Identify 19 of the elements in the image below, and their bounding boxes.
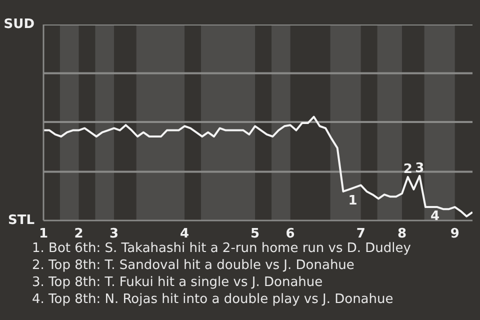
x-tick-label: 4 [180,226,190,242]
annotation: 1 [348,193,358,208]
text: STL [8,213,34,228]
x-tick-label: 1 [38,226,48,242]
annotation: 4 [430,209,440,224]
annotation: 2 [403,162,412,177]
text: 1. Bot 6th: S. Takahashi hit a 2-run home run vs D. Dudley [32,240,411,257]
x-tick-label: 5 [250,226,260,242]
x-tick-label: 7 [356,226,366,242]
x-tick-label: 8 [397,226,407,242]
x-tick-label: 2 [74,226,84,242]
text: 4. Top 8th: N. Rojas hit into a double play vs J. Donahue [32,291,394,308]
text: 3. Top 8th: T. Fukui hit a single vs J. Donahue [32,274,324,291]
text: 2. Top 8th: T. Sandoval hit a double vs J. Donahue [32,257,356,274]
x-tick-label: 9 [450,226,460,242]
annotation: 3 [415,160,424,176]
text: SUD [4,17,35,32]
x-tick-label: 6 [286,226,295,242]
x-tick-label: 3 [110,226,119,242]
